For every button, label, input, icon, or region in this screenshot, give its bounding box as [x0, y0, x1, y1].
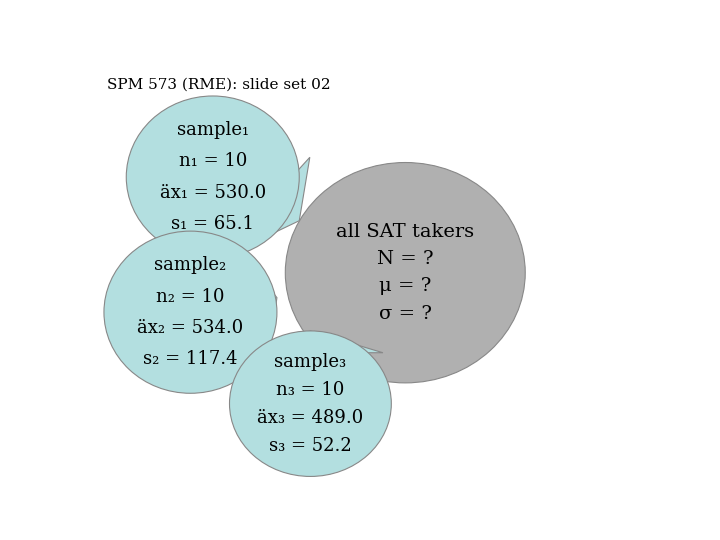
Text: n₂ = 10: n₂ = 10: [156, 288, 225, 306]
Text: s₃ = 52.2: s₃ = 52.2: [269, 437, 352, 455]
Text: äx₁ = 530.0: äx₁ = 530.0: [160, 184, 266, 201]
Text: σ = ?: σ = ?: [379, 305, 432, 323]
Ellipse shape: [126, 96, 300, 258]
Text: SPM 573 (RME): slide set 02: SPM 573 (RME): slide set 02: [107, 77, 330, 91]
Text: sample₃: sample₃: [274, 353, 346, 370]
Text: n₃ = 10: n₃ = 10: [276, 381, 345, 399]
Ellipse shape: [104, 231, 277, 393]
Polygon shape: [231, 239, 277, 361]
Text: äx₃ = 489.0: äx₃ = 489.0: [257, 409, 364, 427]
Text: μ = ?: μ = ?: [379, 278, 431, 295]
Text: s₁ = 65.1: s₁ = 65.1: [171, 215, 254, 233]
Polygon shape: [238, 331, 383, 353]
Text: s₂ = 117.4: s₂ = 117.4: [143, 350, 238, 368]
Ellipse shape: [230, 331, 392, 476]
Text: N = ?: N = ?: [377, 250, 433, 268]
Text: äx₂ = 534.0: äx₂ = 534.0: [138, 319, 243, 337]
Text: all SAT takers: all SAT takers: [336, 222, 474, 240]
Text: sample₁: sample₁: [176, 122, 249, 139]
Ellipse shape: [285, 163, 526, 383]
Text: sample₂: sample₂: [154, 256, 227, 274]
Polygon shape: [216, 157, 310, 260]
Text: n₁ = 10: n₁ = 10: [179, 152, 247, 171]
